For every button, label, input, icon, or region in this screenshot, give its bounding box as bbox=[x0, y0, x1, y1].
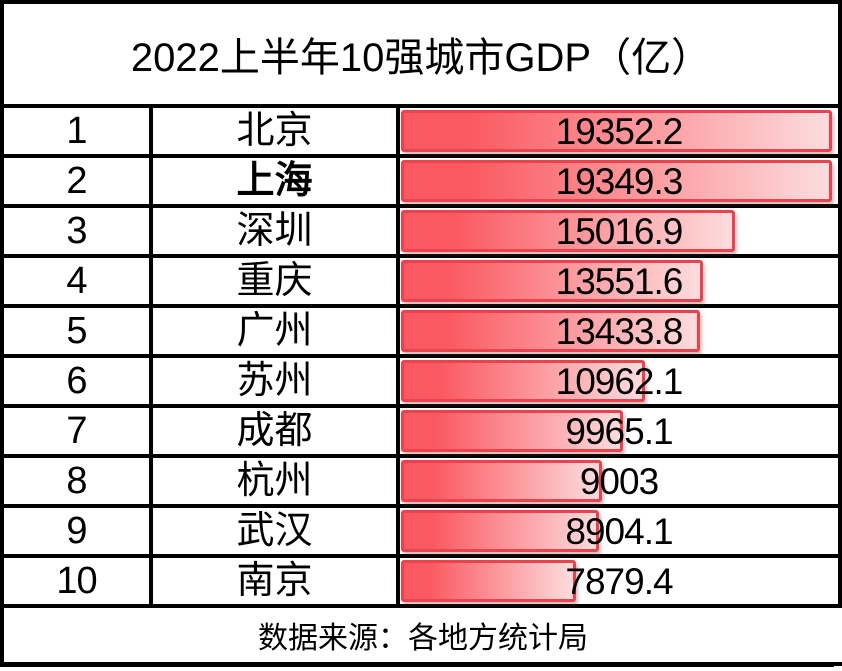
city-cell: 上海 bbox=[153, 158, 400, 204]
table-row: 7 成都 9965.1 bbox=[4, 408, 838, 458]
gdp-rows: 1 北京 19352.2 2 上海 19349.3 3 深圳 15016.9 4 重庆 13551.6… bbox=[4, 108, 838, 608]
gdp-value-label: 13433.8 bbox=[555, 310, 684, 352]
rank-cell: 4 bbox=[4, 258, 153, 304]
bar-track bbox=[401, 210, 832, 252]
table-row: 10 南京 7879.4 bbox=[4, 558, 838, 608]
table-row: 9 武汉 8904.1 bbox=[4, 508, 838, 558]
gdp-value-label: 19349.3 bbox=[555, 160, 684, 202]
city-cell: 成都 bbox=[153, 408, 400, 454]
rank-cell: 5 bbox=[4, 308, 153, 354]
table-row: 5 广州 13433.8 bbox=[4, 308, 838, 358]
gdp-value-label: 8904.1 bbox=[565, 510, 673, 552]
gdp-value-label: 15016.9 bbox=[555, 210, 684, 252]
gdp-value-label: 9003 bbox=[579, 460, 659, 502]
table-body: 2022上半年10强城市GDP（亿） 1 北京 19352.2 2 上海 19349.3 3… bbox=[0, 0, 842, 608]
table-row: 3 深圳 15016.9 bbox=[4, 208, 838, 258]
bar-cell: 10962.1 bbox=[400, 358, 838, 404]
gdp-bar bbox=[401, 560, 577, 602]
gdp-value-label: 10962.1 bbox=[555, 360, 684, 402]
rank-cell: 7 bbox=[4, 408, 153, 454]
gdp-bar bbox=[401, 310, 701, 352]
rank-cell: 1 bbox=[4, 108, 153, 154]
gdp-value-label: 19352.2 bbox=[555, 110, 684, 152]
bar-track bbox=[401, 110, 832, 152]
gdp-bar bbox=[401, 360, 646, 402]
city-cell: 广州 bbox=[153, 308, 400, 354]
rank-cell: 10 bbox=[4, 558, 153, 604]
bar-cell: 19349.3 bbox=[400, 158, 838, 204]
bar-cell: 9003 bbox=[400, 458, 838, 504]
city-cell: 武汉 bbox=[153, 508, 400, 554]
gdp-bar bbox=[401, 110, 832, 152]
bar-track bbox=[401, 310, 832, 352]
city-cell: 重庆 bbox=[153, 258, 400, 304]
table-row: 8 杭州 9003 bbox=[4, 458, 838, 508]
bar-cell: 13551.6 bbox=[400, 258, 838, 304]
bar-track bbox=[401, 360, 832, 402]
bar-cell: 9965.1 bbox=[400, 408, 838, 454]
bar-track bbox=[401, 560, 832, 602]
gdp-value-label: 13551.6 bbox=[555, 260, 684, 302]
corner-gap bbox=[834, 666, 842, 671]
city-cell: 杭州 bbox=[153, 458, 400, 504]
table-row: 6 苏州 10962.1 bbox=[4, 358, 838, 408]
table-row: 1 北京 19352.2 bbox=[4, 108, 838, 158]
gdp-bar bbox=[401, 460, 602, 502]
bar-track bbox=[401, 260, 832, 302]
rank-cell: 8 bbox=[4, 458, 153, 504]
bar-cell: 15016.9 bbox=[400, 208, 838, 254]
rank-cell: 9 bbox=[4, 508, 153, 554]
rank-cell: 6 bbox=[4, 358, 153, 404]
bar-cell: 13433.8 bbox=[400, 308, 838, 354]
source-note: 数据来源：各地方统计局 bbox=[258, 622, 588, 655]
table-row: 4 重庆 13551.6 bbox=[4, 258, 838, 308]
gdp-bar bbox=[401, 410, 623, 452]
gdp-bar bbox=[401, 210, 736, 252]
chart-title: 2022上半年10强城市GDP（亿） bbox=[130, 36, 712, 80]
city-cell: 南京 bbox=[153, 558, 400, 604]
city-cell: 北京 bbox=[153, 108, 400, 154]
title-row: 2022上半年10强城市GDP（亿） bbox=[4, 4, 838, 108]
bar-cell: 7879.4 bbox=[400, 558, 838, 604]
bar-track bbox=[401, 160, 832, 202]
table-row: 2 上海 19349.3 bbox=[4, 158, 838, 208]
rank-cell: 3 bbox=[4, 208, 153, 254]
bar-track bbox=[401, 510, 832, 552]
bar-track bbox=[401, 410, 832, 452]
bar-cell: 8904.1 bbox=[400, 508, 838, 554]
city-cell: 深圳 bbox=[153, 208, 400, 254]
gdp-bar bbox=[401, 510, 600, 552]
gdp-bar bbox=[401, 160, 832, 202]
rank-cell: 2 bbox=[4, 158, 153, 204]
gdp-bar bbox=[401, 260, 703, 302]
city-cell: 苏州 bbox=[153, 358, 400, 404]
gdp-value-label: 9965.1 bbox=[565, 410, 673, 452]
gdp-value-label: 7879.4 bbox=[565, 560, 673, 602]
footer-row: 数据来源：各地方统计局 bbox=[0, 608, 842, 667]
bar-cell: 19352.2 bbox=[400, 108, 838, 154]
bar-track bbox=[401, 460, 832, 502]
